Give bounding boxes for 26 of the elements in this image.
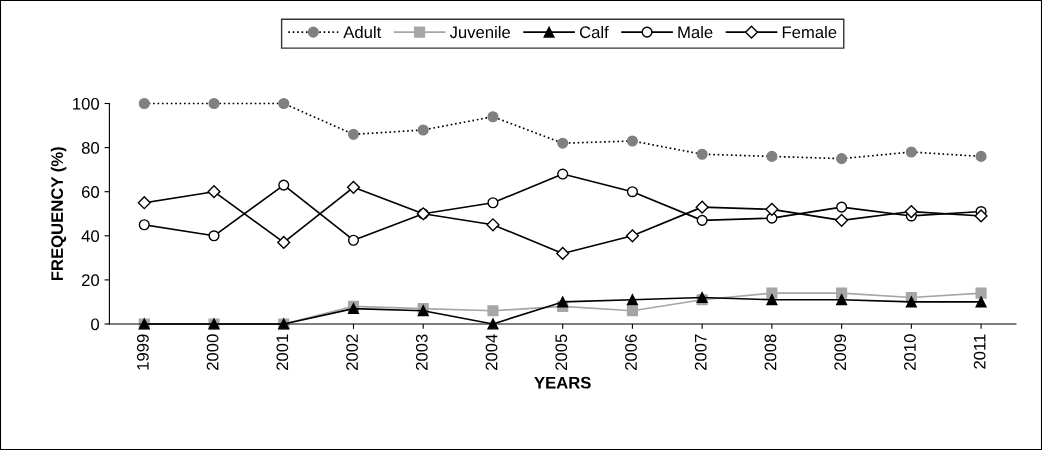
x-tick-label: 2007: [694, 334, 707, 370]
x-tick-label: 2003: [415, 334, 428, 370]
legend-label: Juvenile: [449, 25, 511, 39]
x-tick-label: 2006: [625, 334, 637, 370]
x-tick-label: 2008: [764, 334, 777, 370]
x-tick-label: 2005: [555, 334, 568, 370]
x-tick-label: 2010: [904, 334, 916, 370]
y-tick-label: 20: [81, 274, 100, 287]
x-axis-title: YEARS: [534, 376, 591, 389]
y-tick-label: 100: [73, 97, 100, 110]
legend-label: Male: [678, 25, 713, 39]
x-tick-label: 2000: [206, 334, 219, 370]
legend-label: Calf: [579, 25, 609, 39]
x-tick-label: 2009: [834, 334, 847, 370]
x-tick-label: 2001: [276, 334, 289, 370]
y-tick-label: 0: [91, 318, 100, 331]
y-tick-label: 60: [82, 186, 100, 198]
y-tick-label: 80: [81, 142, 100, 154]
legend-label: Female: [782, 25, 837, 39]
legend-label: Adult: [343, 25, 382, 39]
x-tick-label: 2004: [485, 334, 498, 370]
x-tick-label: 2011: [973, 334, 986, 369]
y-axis-title: FREQUENCY (%): [50, 147, 67, 281]
y-tick-label: 40: [81, 230, 100, 242]
x-tick-label: 1999: [136, 334, 149, 370]
x-tick-label: 2002: [346, 334, 358, 370]
